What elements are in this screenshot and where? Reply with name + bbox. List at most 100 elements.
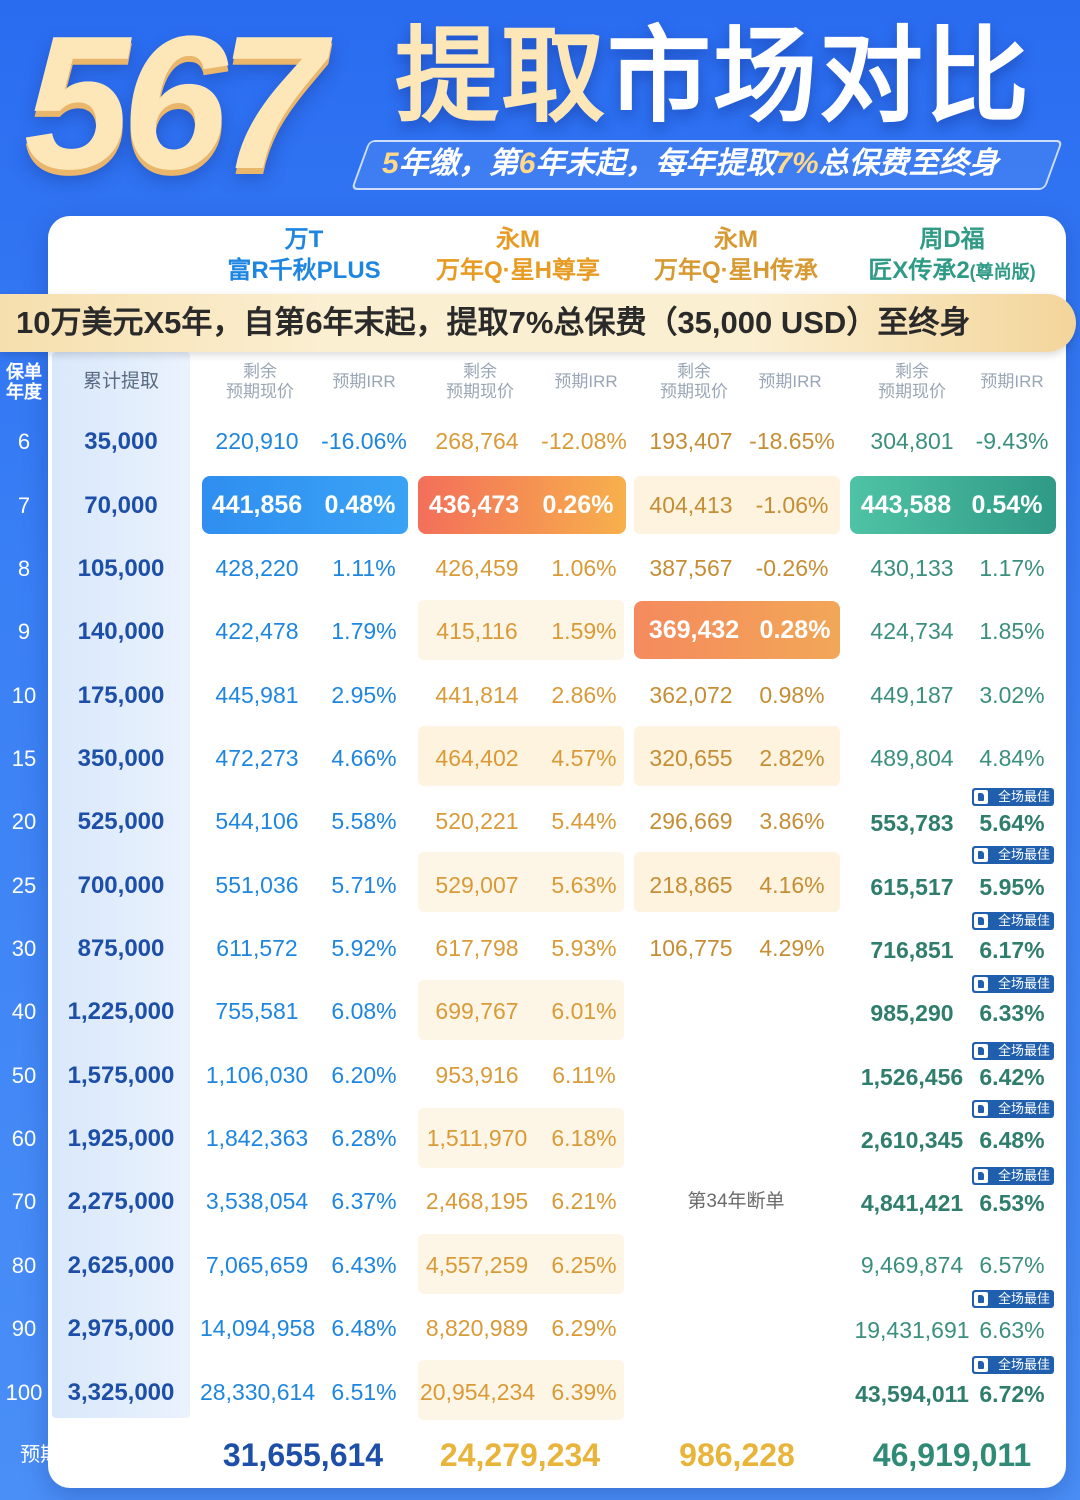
cumulative-withdrawal: 70,000 bbox=[84, 492, 158, 519]
p4-irr: 6.63% bbox=[979, 1317, 1045, 1343]
p4-irr: 6.72% bbox=[979, 1381, 1045, 1407]
total-p3: 986,228 bbox=[679, 1437, 795, 1473]
product-2-name: 万年Q·星H尊享 bbox=[436, 257, 600, 284]
p4-value: 1,526,456 bbox=[860, 1064, 964, 1090]
p1-value: 1,106,030 bbox=[205, 1062, 309, 1088]
hdr-l1: 剩余 bbox=[895, 362, 929, 381]
p3-irr: 0.98% bbox=[759, 682, 825, 708]
product-header-3: 永M 万年Q·星H传承 bbox=[632, 224, 840, 290]
thumbs-up-icon bbox=[974, 1169, 988, 1183]
cumulative-withdrawal: 700,000 bbox=[77, 872, 165, 899]
col-header-p3-irr: 预期IRR bbox=[758, 372, 822, 391]
p1-irr: 5.58% bbox=[331, 808, 397, 834]
p2-irr: 5.44% bbox=[551, 808, 617, 834]
subtitle: 5年缴，第6年末起，每年提取7%总保费至终身 bbox=[382, 144, 999, 184]
p4-irr: 5.95% bbox=[979, 874, 1045, 900]
cumulative-withdrawal: 140,000 bbox=[77, 618, 165, 645]
p4-irr: -9.43% bbox=[975, 428, 1049, 454]
p1-value: 755,581 bbox=[215, 998, 299, 1024]
soft-highlight bbox=[418, 726, 624, 786]
product-3-name: 万年Q·星H传承 bbox=[654, 257, 818, 284]
subtitle-seg-3: 6 bbox=[518, 147, 536, 180]
product-1-company: 万T bbox=[284, 226, 324, 253]
col-header-cumulative: 累计提取 bbox=[82, 371, 159, 392]
thumbs-up-icon bbox=[974, 1292, 988, 1306]
p1-value: 551,036 bbox=[215, 872, 299, 898]
p3-irr: 2.82% bbox=[759, 745, 825, 771]
col-header-p1-value: 剩余 预期现价 bbox=[212, 362, 308, 402]
product-header-2: 永M 万年Q·星H尊享 bbox=[414, 224, 622, 290]
col-header-p2-irr: 预期IRR bbox=[554, 372, 618, 391]
p3-irr: -0.26% bbox=[755, 555, 829, 581]
cumulative-withdrawal: 875,000 bbox=[77, 935, 165, 962]
p3-irr: 3.86% bbox=[759, 808, 825, 834]
p1-irr: 4.66% bbox=[331, 745, 397, 771]
best-badge: 全场最佳 bbox=[972, 975, 1054, 993]
p1-irr: 6.51% bbox=[331, 1379, 397, 1405]
best-badge: 全场最佳 bbox=[972, 1100, 1054, 1118]
p4-value: 2,610,345 bbox=[860, 1127, 964, 1153]
policy-year: 25 bbox=[11, 873, 37, 898]
policy-year: 8 bbox=[17, 556, 31, 581]
p4-irr: 5.64% bbox=[979, 810, 1045, 836]
p2-value: 529,007 bbox=[435, 872, 519, 898]
p2-value: 268,764 bbox=[435, 428, 519, 454]
p3-irr: 4.29% bbox=[759, 935, 825, 961]
policy-year: 80 bbox=[11, 1253, 37, 1278]
best-badge-text: 全场最佳 bbox=[997, 847, 1050, 862]
p4-irr: 6.17% bbox=[979, 937, 1045, 963]
lapse-note: 第34年断单 bbox=[687, 1191, 785, 1212]
product-4-edition: (尊尚版) bbox=[969, 262, 1036, 282]
p2-irr: 6.29% bbox=[551, 1315, 617, 1341]
p1-irr: 2.95% bbox=[331, 682, 397, 708]
soft-highlight bbox=[634, 726, 840, 786]
cumulative-column-bg bbox=[52, 352, 190, 1418]
subtitle-seg-5: 7% bbox=[775, 147, 819, 180]
title-text: 提取市场对比 bbox=[395, 22, 1031, 132]
thumbs-up-icon bbox=[974, 790, 988, 804]
cumulative-withdrawal: 350,000 bbox=[77, 745, 165, 772]
cumulative-withdrawal: 35,000 bbox=[84, 428, 158, 455]
p2-value: 520,221 bbox=[435, 808, 519, 834]
best-badge: 全场最佳 bbox=[972, 846, 1054, 864]
subtitle-seg-2: 年缴，第 bbox=[398, 147, 519, 180]
p4-value: 430,133 bbox=[870, 555, 954, 581]
hdr-l1: 剩余 bbox=[677, 362, 711, 381]
col-header-policy-year-l1: 保单 bbox=[6, 362, 42, 382]
best-badge: 全场最佳 bbox=[972, 1167, 1054, 1185]
best-badge-text: 全场最佳 bbox=[997, 1357, 1050, 1372]
p4-value: 985,290 bbox=[870, 1000, 954, 1026]
thumbs-up-icon bbox=[974, 1102, 988, 1116]
soft-highlight bbox=[418, 852, 624, 912]
p3-value: 218,865 bbox=[649, 872, 733, 898]
col-header-p1-irr: 预期IRR bbox=[332, 372, 396, 391]
p2-value: 415,116 bbox=[436, 618, 518, 644]
subtitle-seg-4: 年末起，每年提取 bbox=[535, 147, 776, 180]
p1-irr: 1.11% bbox=[332, 555, 396, 581]
p1-value: 3,538,054 bbox=[205, 1188, 309, 1214]
subtitle-seg-6: 总保费至终身 bbox=[818, 147, 999, 180]
policy-year: 90 bbox=[11, 1316, 37, 1341]
product-3-company: 永M bbox=[714, 226, 758, 253]
p1-value: 445,981 bbox=[215, 682, 299, 708]
title-text-part1: 提取 bbox=[395, 19, 608, 135]
p4-irr: 3.02% bbox=[979, 682, 1045, 708]
policy-year: 100 bbox=[5, 1380, 43, 1405]
best-badge-text: 全场最佳 bbox=[997, 976, 1050, 991]
p4-irr: 6.48% bbox=[979, 1127, 1045, 1153]
p2-value: 2,468,195 bbox=[425, 1188, 529, 1214]
p1-value: 422,478 bbox=[215, 618, 299, 644]
policy-year: 50 bbox=[11, 1063, 37, 1088]
hdr-l2: 预期现价 bbox=[226, 382, 294, 401]
best-badge-text: 全场最佳 bbox=[997, 1101, 1050, 1116]
p2-irr: 6.11% bbox=[552, 1062, 616, 1088]
col-header-policy-year: 保单 年度 bbox=[0, 362, 48, 402]
p1-value: 611,572 bbox=[216, 935, 298, 961]
best-badge: 全场最佳 bbox=[972, 1290, 1054, 1308]
p2-value: 8,820,989 bbox=[425, 1315, 529, 1341]
soft-highlight bbox=[418, 1108, 624, 1168]
p4-irr: 0.54% bbox=[971, 491, 1043, 519]
p2-highlight-cell: 436,473 0.26% bbox=[418, 476, 626, 534]
policy-year: 20 bbox=[11, 809, 37, 834]
p4-value: 4,841,421 bbox=[860, 1190, 964, 1216]
